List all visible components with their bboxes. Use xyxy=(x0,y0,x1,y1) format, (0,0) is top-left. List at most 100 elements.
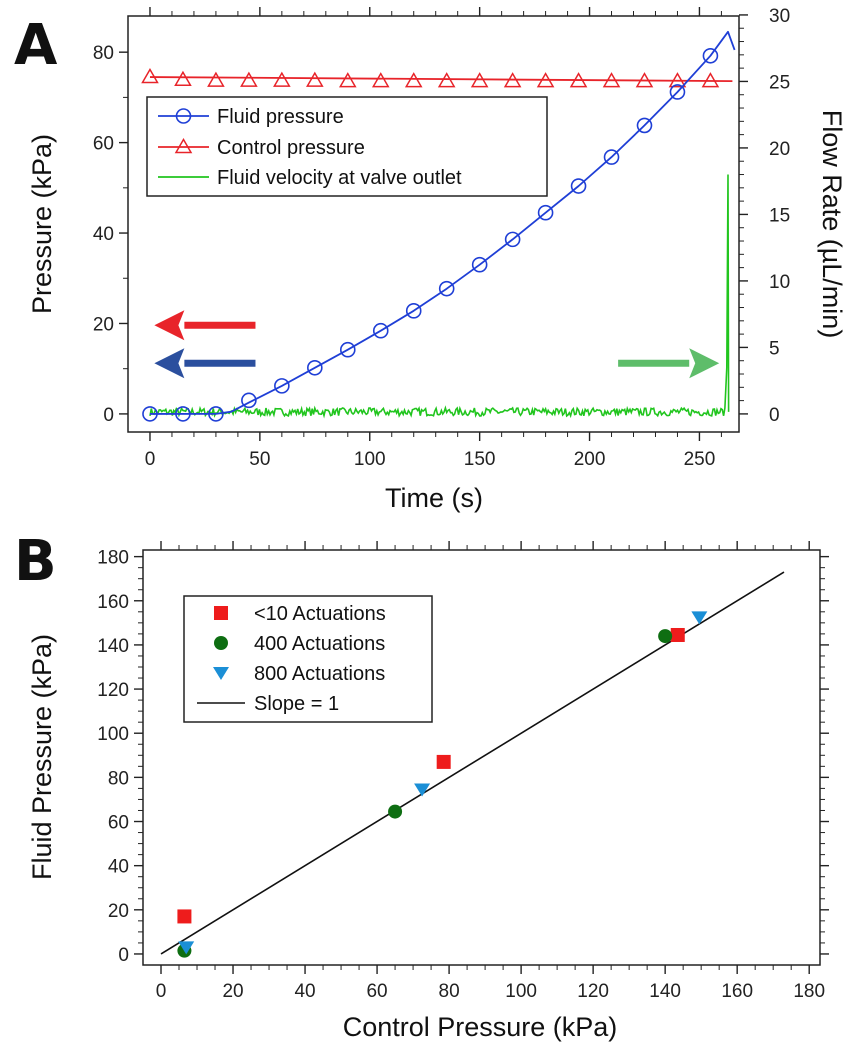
panel-b-x-tick-label: 100 xyxy=(505,981,537,1002)
panel-a-y2-tick-label: 15 xyxy=(769,205,790,226)
fluid-pressure-marker xyxy=(570,178,587,194)
panel-a-x-tick-label: 100 xyxy=(354,449,386,470)
panel-a-y2-tick-label: 20 xyxy=(769,139,790,160)
panel-b-y-tick-label: 180 xyxy=(97,548,129,569)
panel-b-y-tick-label: 100 xyxy=(97,724,129,745)
panel-a: A 0 50 100 150 200 250 0 20 40 60 80 0 5 10 15 20 25 30 F… xyxy=(14,6,847,513)
control-pressure-marker xyxy=(602,72,621,88)
panel-b-legend-swatch-marker xyxy=(213,667,229,680)
panel-a-arrow-head xyxy=(154,310,185,341)
panel-a-x-axis-title: Time (s) xyxy=(385,483,483,513)
panel-a-letter: A xyxy=(14,13,58,78)
panel-a-x-tick-label: 150 xyxy=(464,449,496,470)
fluid-pressure-marker xyxy=(339,341,356,358)
control-pressure-marker xyxy=(371,72,390,88)
400-actuations-point xyxy=(658,629,673,644)
panel-a-legend: Fluid pressure Control pressure Fluid velo… xyxy=(146,96,548,197)
panel-b-x-tick-label: 0 xyxy=(156,981,167,1002)
control-pressure-marker xyxy=(207,71,225,87)
panel-b-y-tick-label: 160 xyxy=(97,592,129,613)
panel-a-arrow-head xyxy=(689,348,720,379)
panel-a-y2-tick-label: 0 xyxy=(769,405,780,426)
panel-a-y-tick-label: 80 xyxy=(93,43,114,64)
panel-a-x-tick-label: 250 xyxy=(684,449,716,470)
panel-a-y2-tick-label: 5 xyxy=(769,338,780,359)
panel-a-x-tick-label: 0 xyxy=(145,449,156,470)
panel-b-legend-label: Slope = 1 xyxy=(254,693,339,715)
lt10-actuations-point xyxy=(436,754,451,769)
fluid-pressure-line xyxy=(149,30,736,415)
fluid-pressure-marker xyxy=(471,256,488,273)
control-pressure-line xyxy=(149,76,733,83)
panel-a-x-tick-label: 50 xyxy=(249,449,270,470)
fluid-pressure-marker xyxy=(603,149,620,165)
control-pressure-marker xyxy=(273,71,291,87)
panel-b-x-tick-label: 40 xyxy=(294,981,315,1002)
panel-b-y-axis-title: Fluid Pressure (kPa) xyxy=(27,634,57,880)
panel-a-y2-tick-label: 25 xyxy=(769,72,790,93)
panel-a-y-tick-label: 60 xyxy=(93,134,114,155)
400-actuations-point xyxy=(388,804,403,819)
control-pressure-marker xyxy=(437,72,456,88)
fluid-pressure-marker xyxy=(142,406,158,422)
control-pressure-marker xyxy=(141,68,159,84)
panel-a-y2-axis-title: Flow Rate (µL/min) xyxy=(817,110,847,339)
control-pressure-marker xyxy=(470,72,489,88)
panel-a-y2-tick-label: 10 xyxy=(769,272,790,293)
panel-a-y-tick-label: 40 xyxy=(93,224,114,245)
panel-b-x-tick-label: 80 xyxy=(439,981,460,1002)
panel-a-legend-label: Fluid pressure xyxy=(217,106,344,128)
fluid-pressure-marker xyxy=(702,47,719,64)
panel-b-x-tick-label: 120 xyxy=(577,981,609,1002)
panel-b: B 0 20 40 60 80 100 120 140 160 180 0 20 40 60 80 100 12… xyxy=(14,529,829,1042)
panel-a-plot-frame xyxy=(127,15,740,433)
panel-b-y-tick-label: 120 xyxy=(97,680,129,701)
control-pressure-marker xyxy=(536,72,555,88)
control-pressure-marker xyxy=(701,72,720,88)
panel-b-legend: <10 Actuations 400 Actuations 800 Actuatio… xyxy=(183,595,433,723)
lt10-actuations-point xyxy=(177,909,192,924)
fluid-pressure-marker xyxy=(636,117,653,134)
panel-b-plot-frame xyxy=(142,549,821,966)
panel-b-x-tick-label: 20 xyxy=(222,981,243,1002)
lt10-actuations-point xyxy=(670,627,685,642)
panel-b-legend-swatch-marker xyxy=(214,606,228,620)
control-pressure-marker xyxy=(338,72,357,88)
panel-a-axes: 0 50 100 150 200 250 0 20 40 60 80 0 5 10 15 20 25 30 xyxy=(93,6,790,470)
panel-b-letter: B xyxy=(14,529,57,594)
control-pressure-marker xyxy=(240,71,258,87)
fluid-pressure-marker xyxy=(274,378,290,394)
fluid-pressure-marker xyxy=(307,359,323,376)
fluid-pressure-marker xyxy=(438,280,455,297)
panel-a-y-axis-title: Pressure (kPa) xyxy=(27,134,57,314)
panel-a-legend-label: Fluid velocity at valve outlet xyxy=(217,167,462,189)
panel-a-y-tick-label: 20 xyxy=(93,314,114,335)
panel-b-x-axis-title: Control Pressure (kPa) xyxy=(343,1012,618,1042)
panel-b-series xyxy=(160,571,785,958)
panel-a-legend-box xyxy=(146,96,548,197)
panel-a-series xyxy=(141,30,736,422)
fluid-velocity-line xyxy=(149,174,730,419)
panel-b-y-tick-label: 20 xyxy=(108,901,129,922)
panel-b-y-tick-label: 0 xyxy=(118,945,129,966)
panel-a-x-tick-label: 200 xyxy=(574,449,606,470)
panel-b-axes: 0 20 40 60 80 100 120 140 160 180 0 20 40 60 80 100 120 1… xyxy=(97,541,829,1002)
control-pressure-marker xyxy=(569,72,588,88)
control-pressure-marker xyxy=(306,71,324,87)
panel-a-y-tick-label: 0 xyxy=(103,405,114,426)
fluid-pressure-marker xyxy=(241,392,257,409)
panel-a-legend-swatch-marker xyxy=(174,137,193,154)
panel-b-x-tick-label: 60 xyxy=(366,981,387,1002)
panel-b-legend-swatch-marker xyxy=(214,636,228,650)
panel-a-y2-tick-label: 30 xyxy=(769,6,790,27)
800-actuations-point xyxy=(178,941,195,955)
panel-a-legend-label: Control pressure xyxy=(217,137,365,159)
control-pressure-marker xyxy=(174,70,192,87)
fluid-pressure-marker xyxy=(669,84,686,100)
panel-b-legend-label: 800 Actuations xyxy=(254,663,385,685)
panel-b-legend-label: <10 Actuations xyxy=(254,603,386,625)
panel-b-y-tick-label: 60 xyxy=(108,813,129,834)
panel-b-y-tick-label: 140 xyxy=(97,636,129,657)
800-actuations-point xyxy=(414,783,431,797)
